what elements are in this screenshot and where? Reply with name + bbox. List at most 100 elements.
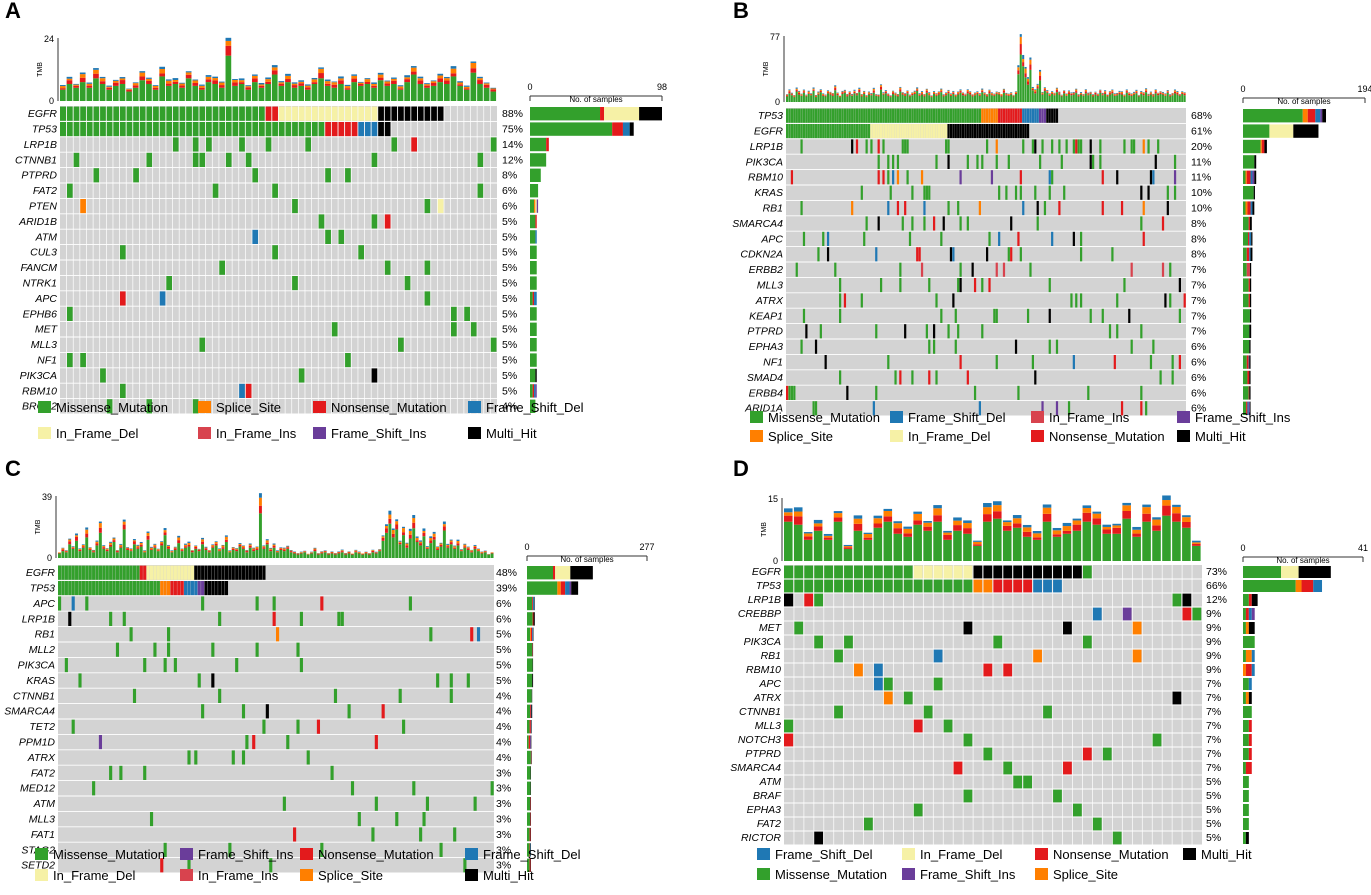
mutation-cell xyxy=(906,109,908,123)
mutation-cell xyxy=(471,322,477,336)
tmb-bar xyxy=(972,96,974,102)
tmb-bar xyxy=(226,41,232,46)
tmb-bar xyxy=(909,96,911,97)
tmb-bar xyxy=(82,544,85,545)
tmb-bar xyxy=(245,551,248,552)
tmb-bar xyxy=(337,553,340,558)
mutation-cell xyxy=(904,201,906,215)
tmb-bar xyxy=(106,549,109,550)
gene-pct-egfr: 48% xyxy=(496,567,517,579)
tmb-bar xyxy=(391,84,397,101)
tmb-bar xyxy=(451,76,457,101)
tmb-bar xyxy=(1152,94,1154,95)
gene-pct-egfr: 61% xyxy=(1191,125,1212,137)
mutation-cell xyxy=(1090,155,1092,169)
tmb-bar xyxy=(1092,96,1094,97)
mutation-cell xyxy=(1020,124,1022,138)
mutation-cell xyxy=(923,124,925,138)
tmb-bar xyxy=(923,96,925,102)
mutation-cell xyxy=(78,566,81,580)
tmb-bar xyxy=(815,96,817,97)
tmb-bar xyxy=(854,524,863,531)
gene-pct-mll3: 7% xyxy=(1206,720,1221,732)
mutation-cell xyxy=(904,124,906,138)
gene-label-apc: APC xyxy=(760,233,783,245)
count-bar-segment xyxy=(546,138,549,151)
mutation-cell xyxy=(943,109,945,123)
gene-pct-atrx: 7% xyxy=(1191,295,1206,307)
mutation-cell xyxy=(788,386,790,400)
tmb-bar xyxy=(160,541,163,542)
tmb-bar xyxy=(116,551,119,552)
tmb-bar xyxy=(249,544,252,545)
mutation-cell xyxy=(86,122,92,136)
mutation-cell xyxy=(1003,664,1012,677)
tmb-bar xyxy=(239,84,245,101)
tmb-bar xyxy=(983,514,992,522)
mutation-cell xyxy=(947,201,949,215)
tmb-bar xyxy=(906,92,908,93)
tmb-bar xyxy=(993,511,1002,518)
gene-label-cdkn2a: CDKN2A xyxy=(740,249,783,261)
mutation-cell xyxy=(938,124,940,138)
tmb-bar xyxy=(805,96,807,97)
gene-label-pik3ca: PIK3CA xyxy=(20,370,57,382)
count-bar-segment xyxy=(1249,278,1250,291)
mutation-cell xyxy=(1174,186,1176,200)
tmb-bar xyxy=(384,84,390,86)
tmb-bar xyxy=(358,553,361,558)
mutation-cell xyxy=(794,622,803,635)
tmb-bar xyxy=(404,77,410,79)
tmb-bar xyxy=(813,90,815,91)
tmb-bar xyxy=(793,96,795,97)
tmb-bar xyxy=(892,94,894,102)
tmb-bar xyxy=(256,548,259,550)
mutation-cell xyxy=(928,124,930,138)
mutation-cell xyxy=(99,735,102,749)
tmb-bar xyxy=(341,552,344,558)
tmb-bar xyxy=(1033,537,1042,540)
legend-label-splice_site: Splice_Site xyxy=(1053,867,1118,882)
tmb-bar xyxy=(480,552,483,553)
tmb-bar xyxy=(331,82,337,83)
tmb-bar xyxy=(1164,93,1166,94)
gene-label-ctnnb1: CTNNB1 xyxy=(13,690,55,702)
gene-pct-rbm10: 11% xyxy=(1191,172,1211,184)
tmb-bar xyxy=(1080,94,1082,95)
tmb-bar xyxy=(341,550,344,551)
tmb-bar xyxy=(1073,95,1075,102)
mutation-cell xyxy=(814,580,823,593)
tmb-max-tick: 77 xyxy=(770,32,780,42)
tmb-bar xyxy=(365,84,371,101)
mutation-cell xyxy=(996,124,998,138)
legend-swatch-frame_shift_ins xyxy=(1177,411,1190,423)
count-bar-segment xyxy=(1249,232,1251,245)
tmb-bar xyxy=(969,92,971,93)
mutation-cell xyxy=(986,124,988,138)
mutation-cell xyxy=(1145,401,1147,415)
tmb-bar xyxy=(1192,544,1201,546)
mutation-cell xyxy=(1008,124,1010,138)
tmb-bar xyxy=(100,84,106,101)
tmb-bar xyxy=(933,522,942,561)
tmb-bar xyxy=(212,77,218,78)
mutation-cell xyxy=(825,124,827,138)
gene-pct-cul3: 5% xyxy=(502,247,517,259)
mutation-cell xyxy=(1037,201,1039,215)
count-bar-segment xyxy=(1243,171,1246,184)
mutation-cell xyxy=(173,137,179,151)
mutation-cell xyxy=(215,566,218,580)
tmb-bar xyxy=(1053,528,1062,530)
mutation-cell xyxy=(279,122,285,136)
mutation-cell xyxy=(873,109,875,123)
mutation-cell xyxy=(72,596,75,610)
tmb-bar xyxy=(1112,528,1121,534)
tmb-bar xyxy=(279,547,282,548)
tmb-bar xyxy=(199,90,205,101)
mutation-cell xyxy=(796,263,798,277)
mutation-cell xyxy=(983,664,992,677)
tmb-bar xyxy=(140,547,143,558)
tmb-bar xyxy=(1010,94,1012,95)
tmb-bar xyxy=(973,541,982,542)
gene-label-arid1b: ARID1B xyxy=(18,216,57,228)
